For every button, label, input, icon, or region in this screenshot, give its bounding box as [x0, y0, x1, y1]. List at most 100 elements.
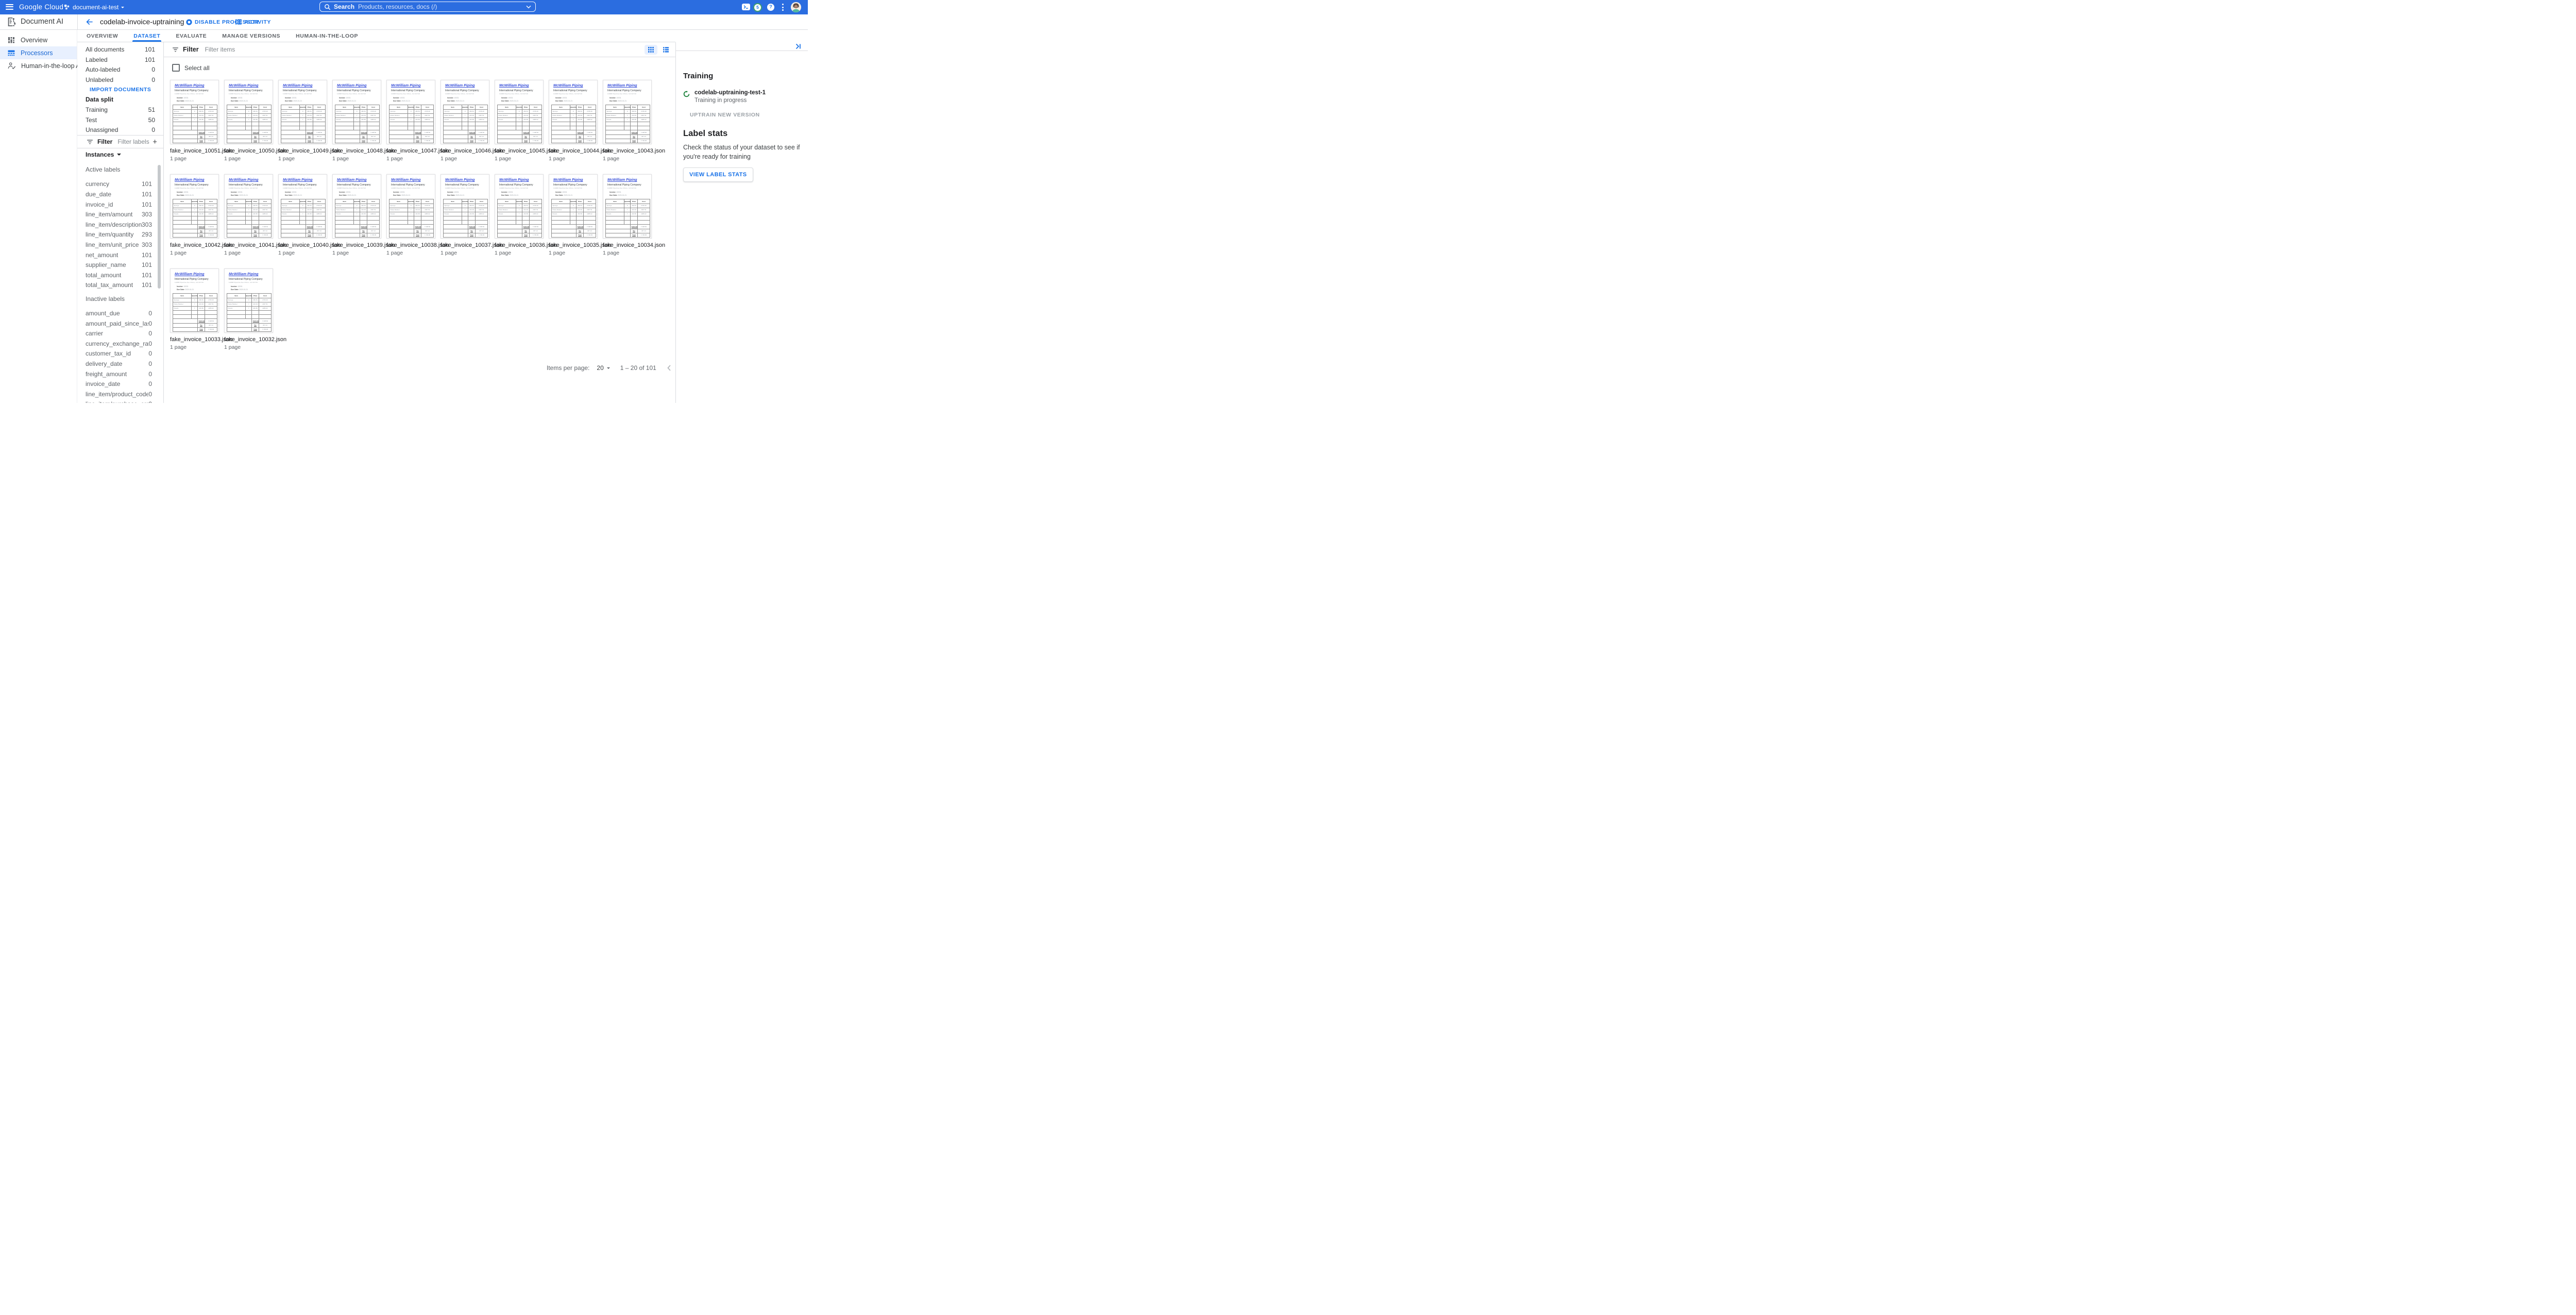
uptrain-new-version-button[interactable]: UPTRAIN NEW VERSION [690, 112, 760, 118]
document-count-row[interactable]: Auto-labeled 0 [77, 65, 163, 75]
document-count-row[interactable]: All documents 101 [77, 45, 163, 55]
filter-labels-input[interactable]: Filter labels [117, 138, 149, 145]
document-card[interactable]: McWilliam Piping International Piping Com… [224, 268, 286, 350]
document-card[interactable]: McWilliam Piping International Piping Com… [440, 80, 503, 162]
tab-manage-versions[interactable]: MANAGE VERSIONS [222, 32, 281, 39]
inactive-label-row[interactable]: amount_paid_since_last_i...0 [77, 318, 163, 329]
collapse-panel-icon[interactable] [795, 43, 801, 49]
inactive-label-row[interactable]: amount_due 0 [77, 308, 163, 318]
notifications-badge[interactable]: 5 [753, 3, 762, 12]
document-pages: 1 page [224, 250, 241, 256]
document-card[interactable]: McWilliam Piping International Piping Com… [386, 174, 449, 256]
inactive-label-row[interactable]: invoice_date 0 [77, 379, 163, 389]
search-input[interactable]: Search Products, resources, docs (/) [319, 2, 536, 12]
tab-dataset[interactable]: DATASET [132, 30, 162, 42]
data-split-row[interactable]: Test 50 [77, 115, 163, 125]
data-split-row-count: 0 [151, 126, 155, 134]
help-icon[interactable]: ? [767, 4, 774, 11]
active-label-row[interactable]: line_item/quantity 293 [77, 230, 163, 240]
document-card[interactable]: McWilliam Piping International Piping Com… [224, 80, 286, 162]
avatar[interactable] [791, 2, 801, 12]
inactive-label-row-name: carrier [86, 330, 104, 338]
sidebar-item-processors[interactable]: Processors [0, 46, 77, 59]
inactive-label-row[interactable]: currency_exchange_rate 0 [77, 339, 163, 349]
menu-icon[interactable] [6, 4, 13, 10]
more-options-icon[interactable] [782, 4, 784, 11]
project-selector[interactable]: document-ai-test [64, 0, 125, 14]
search-expand-icon[interactable] [526, 5, 531, 9]
inactive-label-row[interactable]: delivery_date 0 [77, 359, 163, 369]
document-pages: 1 page [495, 156, 512, 162]
scrollbar[interactable] [158, 165, 161, 289]
document-name: fake_invoice_10046.json [440, 148, 503, 154]
invoice-due-line: Due Date: 2020-01-21 [609, 194, 627, 196]
instances-dropdown[interactable]: Instances [77, 148, 163, 161]
inactive-label-row[interactable]: freight_amount 0 [77, 369, 163, 379]
document-card[interactable]: McWilliam Piping International Piping Com… [170, 174, 232, 256]
invoice-number-line: Invoice: 10031 [609, 191, 621, 193]
document-card[interactable]: McWilliam Piping International Piping Com… [332, 174, 395, 256]
document-card[interactable]: McWilliam Piping International Piping Com… [278, 80, 341, 162]
document-card[interactable]: McWilliam Piping International Piping Com… [170, 80, 232, 162]
list-view-button[interactable] [663, 46, 669, 53]
document-card[interactable]: McWilliam Piping International Piping Com… [603, 174, 665, 256]
data-split-row-label: Training [86, 106, 108, 114]
active-label-row[interactable]: line_item/amount 303 [77, 209, 163, 220]
active-label-row[interactable]: due_date 101 [77, 189, 163, 199]
document-pages: 1 page [332, 250, 349, 256]
sidebar-item-human-in-the-loop-ai[interactable]: Human-in-the-loop AI [0, 59, 82, 72]
import-documents-button[interactable]: IMPORT DOCUMENTS [90, 86, 151, 93]
document-card[interactable]: McWilliam Piping International Piping Com… [440, 174, 503, 256]
inactive-label-row[interactable]: line_item/purchase_order0 [77, 399, 163, 403]
select-all-checkbox[interactable] [172, 64, 180, 72]
document-card[interactable]: McWilliam Piping International Piping Com… [549, 80, 611, 162]
tab-overview[interactable]: OVERVIEW [87, 32, 118, 39]
active-label-row[interactable]: supplier_name 101 [77, 260, 163, 270]
active-label-row[interactable]: currency 101 [77, 179, 163, 190]
disable-processor-button[interactable]: DISABLE PROCESSOR [186, 14, 259, 29]
invoice-thumbnail: McWilliam Piping International Piping Com… [332, 174, 381, 239]
document-name: fake_invoice_10040.json [278, 242, 341, 248]
add-label-icon[interactable]: + [152, 137, 157, 146]
invoice-subtitle: International Piping Company [283, 183, 317, 187]
tab-human-in-the-loop[interactable]: HUMAN-IN-THE-LOOP [296, 32, 359, 39]
document-card[interactable]: McWilliam Piping International Piping Com… [224, 174, 286, 256]
document-card[interactable]: McWilliam Piping International Piping Com… [386, 80, 449, 162]
document-card[interactable]: McWilliam Piping International Piping Com… [495, 80, 557, 162]
document-card[interactable]: McWilliam Piping International Piping Com… [170, 268, 232, 350]
data-split-rows: Training 51 Test 50 Unassigned 0 [77, 105, 163, 136]
document-count-row[interactable]: Unlabeled 0 [77, 75, 163, 85]
filter-items-input[interactable]: Filter items [205, 46, 235, 53]
left-nav: Overview Processors Human-in-the-loop AI [0, 30, 82, 403]
active-label-row[interactable]: net_amount 101 [77, 250, 163, 260]
active-label-row[interactable]: total_tax_amount 101 [77, 280, 163, 291]
invoice-table: Item Quantity Price Cost Sponge 9 282.81 2745.2… [551, 198, 597, 238]
panel-toolbar [676, 42, 808, 51]
active-label-row[interactable]: line_item/description 303 [77, 220, 163, 230]
cloud-shell-icon[interactable] [742, 4, 750, 10]
activity-button[interactable]: ACTIVITY [235, 14, 271, 29]
back-arrow-icon[interactable] [86, 18, 93, 26]
sidebar-item-overview[interactable]: Overview [0, 33, 77, 46]
inactive-label-row[interactable]: carrier 0 [77, 328, 163, 339]
inactive-label-row[interactable]: customer_tax_id 0 [77, 349, 163, 359]
active-label-row[interactable]: line_item/unit_price 303 [77, 240, 163, 250]
items-per-page-select[interactable]: 20 [597, 364, 610, 372]
active-label-row-count: 101 [141, 180, 152, 188]
invoice-thumbnail: McWilliam Piping International Piping Com… [278, 80, 327, 144]
tab-evaluate[interactable]: EVALUATE [176, 32, 207, 39]
document-card[interactable]: McWilliam Piping International Piping Com… [495, 174, 557, 256]
document-card[interactable]: McWilliam Piping International Piping Com… [278, 174, 341, 256]
document-card[interactable]: McWilliam Piping International Piping Com… [603, 80, 665, 162]
active-label-row[interactable]: invoice_id 101 [77, 199, 163, 210]
document-card[interactable]: McWilliam Piping International Piping Com… [332, 80, 395, 162]
data-split-row[interactable]: Training 51 [77, 105, 163, 115]
document-card[interactable]: McWilliam Piping International Piping Com… [549, 174, 611, 256]
grid-view-button[interactable] [645, 44, 657, 55]
inactive-label-row[interactable]: line_item/product_code 0 [77, 389, 163, 399]
document-count-row[interactable]: Labeled 101 [77, 55, 163, 65]
data-split-row[interactable]: Unassigned 0 [77, 125, 163, 136]
invoice-thumbnail: McWilliam Piping International Piping Com… [170, 80, 219, 144]
view-label-stats-button[interactable]: VIEW LABEL STATS [683, 167, 753, 182]
active-label-row[interactable]: total_amount 101 [77, 270, 163, 280]
